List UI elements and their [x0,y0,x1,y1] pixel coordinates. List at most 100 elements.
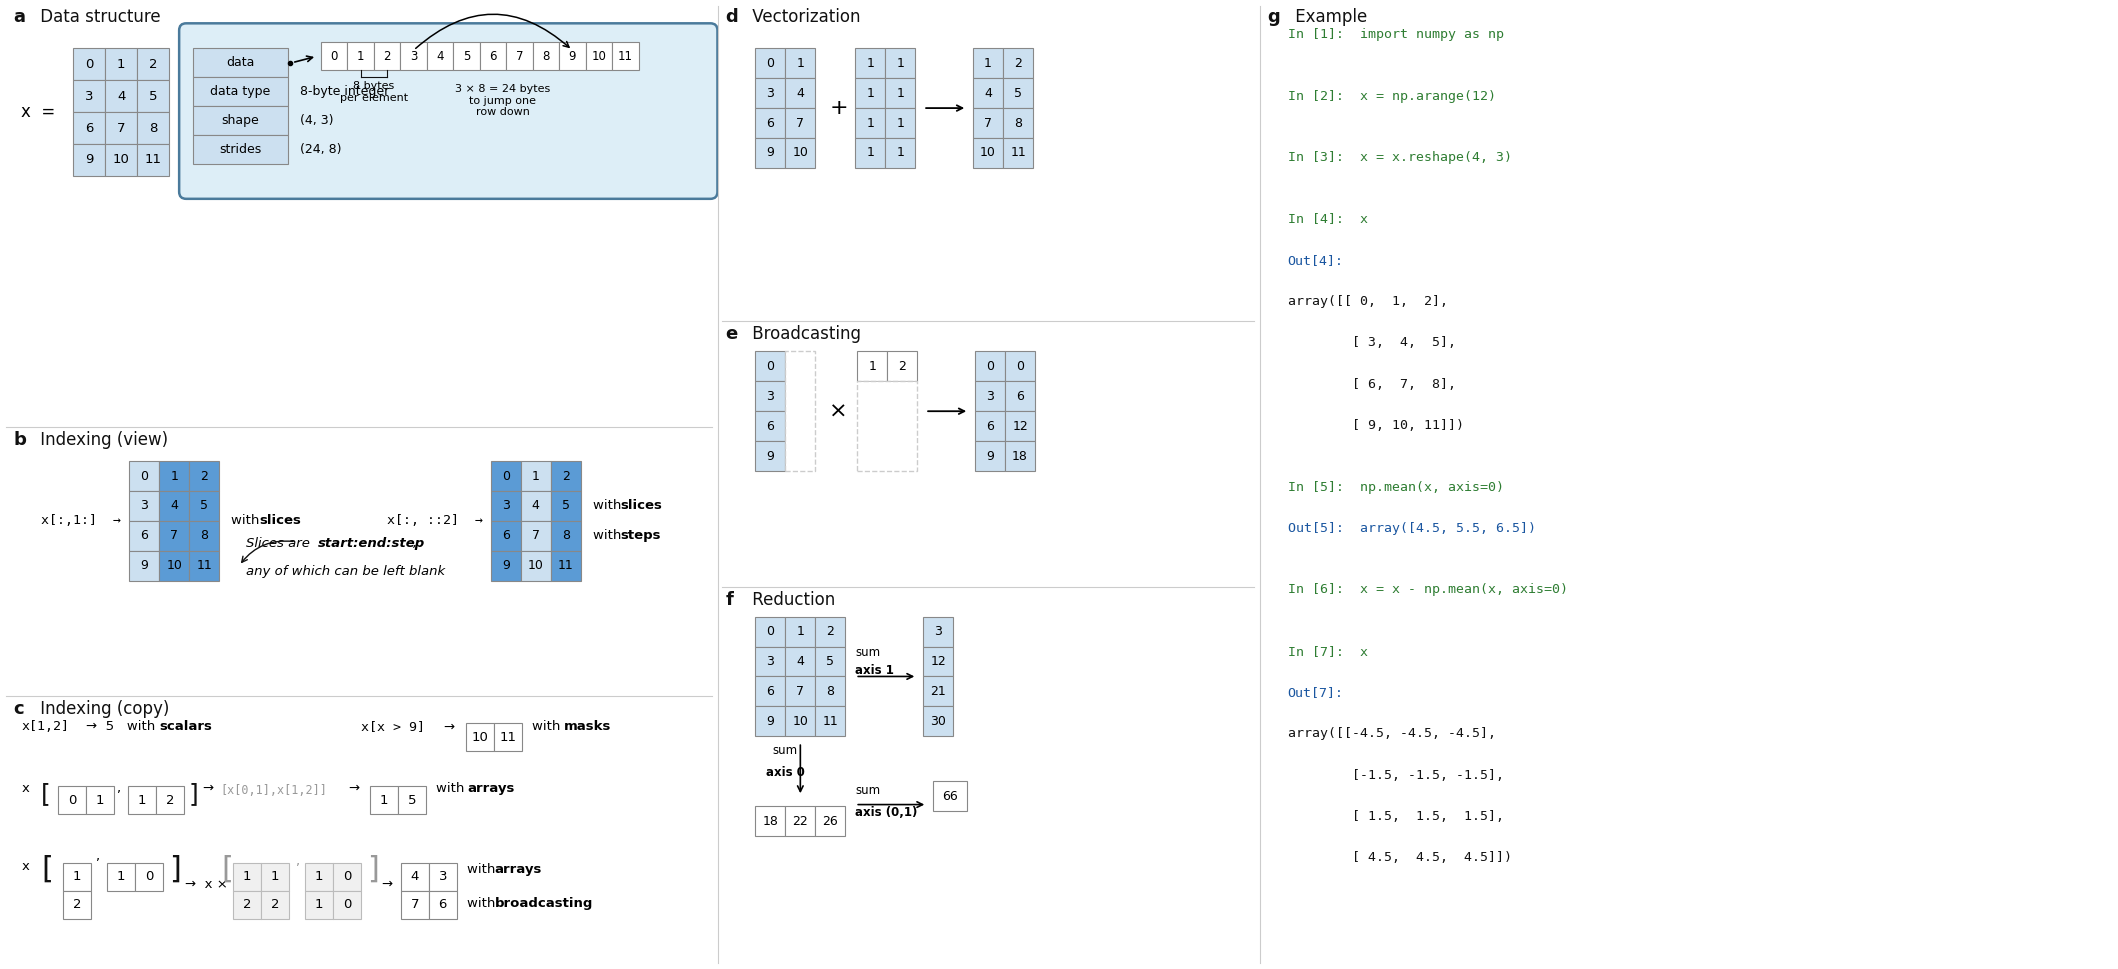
Text: 0: 0 [68,794,76,806]
Bar [923,676,953,706]
Text: 6: 6 [438,898,447,911]
Text: g: g [1269,9,1281,26]
Bar [106,144,138,176]
Text: [ 6,  7,  8],: [ 6, 7, 8], [1288,378,1455,391]
Text: Out[4]:: Out[4]: [1288,254,1343,266]
Bar [74,80,106,112]
Bar [193,135,288,164]
Text: 10: 10 [792,715,809,728]
Text: 7: 7 [169,529,178,543]
Text: 2: 2 [1015,57,1023,70]
Bar [551,491,580,521]
Text: array([[ 0,  1,  2],: array([[ 0, 1, 2], [1288,295,1449,308]
Text: axis 1: axis 1 [856,664,894,677]
Text: 11: 11 [197,559,212,573]
Text: 7: 7 [515,49,523,63]
Bar [974,381,1006,411]
Text: 21: 21 [930,685,947,698]
Text: 1: 1 [116,870,125,884]
Text: 1: 1 [72,870,80,884]
Bar [1004,78,1034,109]
Bar [972,109,1004,138]
Text: 9: 9 [767,715,775,728]
Text: data type: data type [210,85,271,98]
Bar [333,863,360,891]
Bar [1006,411,1036,441]
Bar [856,78,885,109]
Bar [375,43,400,70]
Bar [87,786,114,814]
Text: 2: 2 [383,49,392,63]
Text: 18: 18 [1012,450,1027,462]
Bar [885,78,915,109]
Bar [756,616,786,646]
Text: 12: 12 [930,655,947,668]
Bar [106,80,138,112]
Text: 11: 11 [144,153,161,167]
Text: ×: × [830,401,847,422]
Bar [974,441,1006,471]
Text: 1: 1 [316,870,324,884]
Text: [ 3,  4,  5],: [ 3, 4, 5], [1288,336,1455,350]
Bar [756,806,786,836]
Bar [786,646,815,676]
Bar [815,706,845,736]
Bar [551,550,580,580]
Text: 7: 7 [411,898,419,911]
Bar [534,43,559,70]
Text: 1: 1 [532,470,540,483]
Bar [189,521,218,550]
Bar [506,43,534,70]
Text: 6: 6 [1017,390,1023,403]
Text: 1: 1 [796,57,805,70]
Text: 10: 10 [792,146,809,160]
Bar [428,863,457,891]
Text: 1: 1 [379,794,388,806]
Bar [858,352,887,381]
Text: Indexing (view): Indexing (view) [36,431,169,450]
Text: 4: 4 [985,86,991,100]
Text: 6: 6 [140,529,148,543]
Text: with: with [466,863,500,876]
Text: with: with [436,782,468,796]
Bar [74,144,106,176]
Text: sum: sum [773,744,798,757]
Bar [521,461,551,491]
Text: 1: 1 [866,86,875,100]
FancyBboxPatch shape [180,23,718,199]
Bar [786,806,815,836]
Text: ]: ] [169,855,180,884]
Text: ]: ] [366,855,379,884]
Bar [756,381,786,411]
Text: arrays: arrays [496,863,542,876]
Text: 1: 1 [116,58,125,71]
Text: 3: 3 [85,89,93,103]
Text: Reduction: Reduction [748,591,837,609]
Text: 10: 10 [112,153,129,167]
Bar [305,863,333,891]
Bar [400,863,428,891]
Text: array([[-4.5, -4.5, -4.5],: array([[-4.5, -4.5, -4.5], [1288,728,1495,740]
Text: x[:,1:]  →: x[:,1:] → [40,515,121,527]
Text: x[x > 9]: x[x > 9] [360,720,426,734]
Bar [491,461,521,491]
Bar [64,863,91,891]
Text: Data structure: Data structure [36,9,161,26]
Bar [129,786,157,814]
Text: 10: 10 [527,559,544,573]
Text: 7: 7 [985,116,991,130]
Text: [: [ [220,855,233,884]
Bar [159,491,189,521]
Text: Indexing (copy): Indexing (copy) [36,701,169,718]
Bar [756,138,786,168]
Text: 3: 3 [767,390,775,403]
Text: 5: 5 [199,499,208,513]
Bar [136,863,163,891]
Bar [885,138,915,168]
Text: 4: 4 [796,655,805,668]
Text: axis (0,1): axis (0,1) [856,805,917,819]
Bar [305,891,333,919]
Text: 8: 8 [1015,116,1023,130]
Text: 11: 11 [1010,146,1025,160]
Text: 3: 3 [140,499,148,513]
